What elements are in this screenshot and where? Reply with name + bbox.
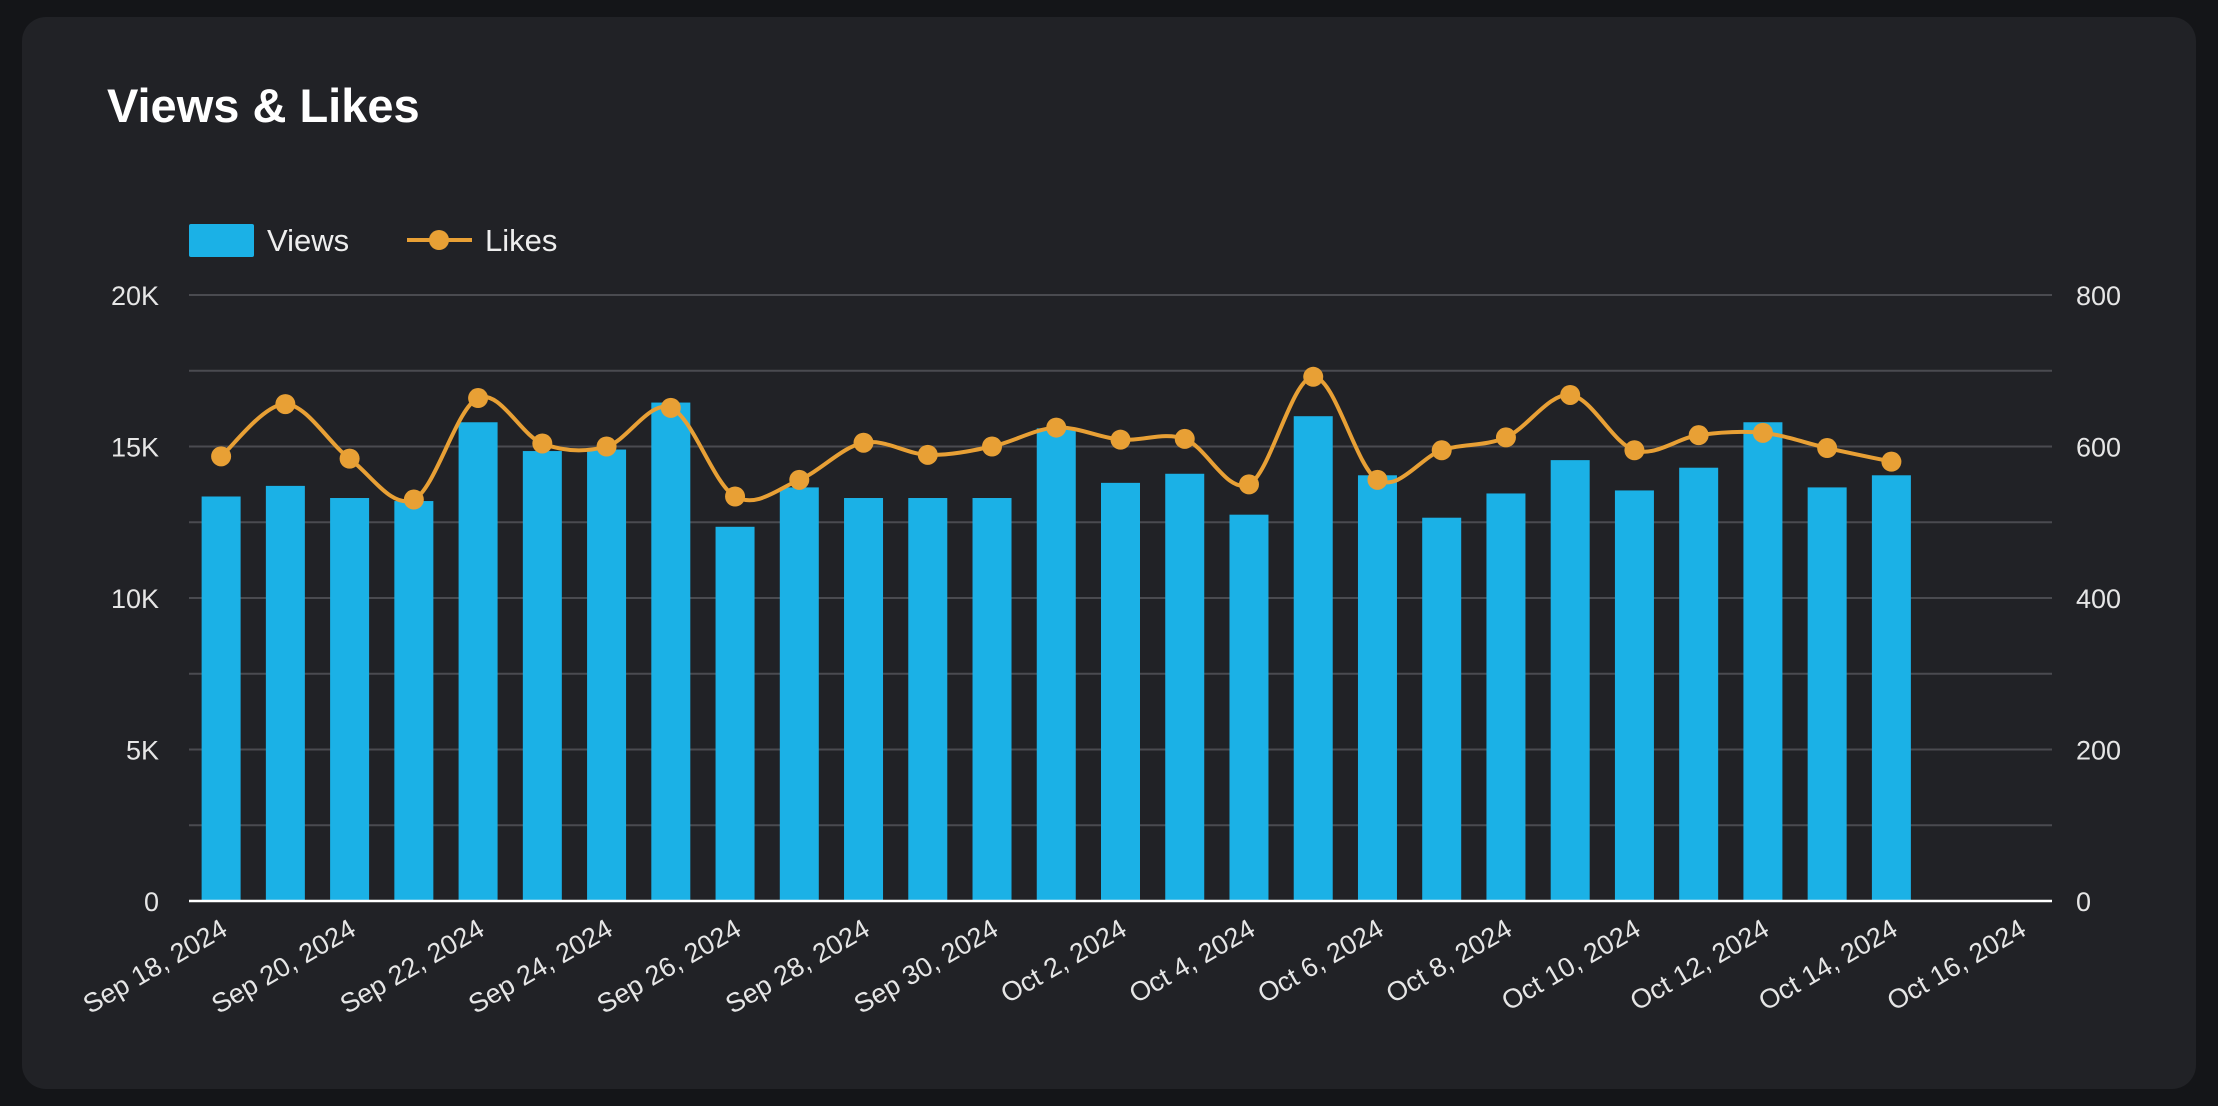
views-bar[interactable] [1357, 475, 1397, 901]
views-bar[interactable] [458, 422, 498, 901]
left-tick-label: 5K [126, 736, 159, 766]
x-tick-label: Oct 16, 2024 [1882, 913, 2031, 1016]
likes-point[interactable] [1367, 469, 1388, 490]
chart-legend[interactable]: Views Likes [189, 223, 557, 258]
views-bar[interactable] [1679, 467, 1719, 901]
x-tick-label: Oct 10, 2024 [1497, 913, 1646, 1016]
left-tick-label: 10K [111, 584, 159, 614]
likes-point[interactable] [1046, 417, 1067, 438]
likes-line [211, 366, 1902, 510]
x-tick-label: Oct 6, 2024 [1253, 913, 1389, 1009]
views-bar[interactable] [1807, 487, 1847, 901]
x-tick-label: Sep 30, 2024 [849, 913, 1003, 1019]
likes-point[interactable] [1495, 427, 1516, 448]
right-tick-label: 0 [2076, 887, 2091, 917]
views-bar[interactable] [779, 487, 819, 901]
likes-point[interactable] [532, 433, 553, 454]
views-bar[interactable] [1422, 517, 1462, 901]
likes-point[interactable] [660, 397, 681, 418]
views-bar[interactable] [1165, 473, 1205, 901]
likes-point[interactable] [1752, 422, 1773, 443]
likes-point[interactable] [853, 432, 874, 453]
views-bar[interactable] [844, 498, 884, 901]
likes-point[interactable] [1303, 366, 1324, 387]
x-tick-label: Oct 2, 2024 [996, 913, 1132, 1009]
views-bar[interactable] [1486, 493, 1526, 901]
likes-point[interactable] [468, 388, 489, 409]
views-bar[interactable] [330, 498, 370, 901]
likes-point[interactable] [1431, 440, 1452, 461]
likes-point[interactable] [1110, 429, 1131, 450]
likes-point[interactable] [1238, 474, 1259, 495]
left-tick-label: 20K [111, 281, 159, 311]
likes-point[interactable] [789, 469, 810, 490]
right-tick-label: 800 [2076, 281, 2121, 311]
legend-likes-marker [429, 230, 449, 250]
legend-likes-label: Likes [485, 223, 557, 258]
views-bars [201, 402, 1911, 901]
views-bar[interactable] [908, 498, 948, 901]
views-bar[interactable] [394, 501, 434, 901]
likes-point[interactable] [275, 394, 296, 415]
likes-point[interactable] [1624, 440, 1645, 461]
likes-point[interactable] [1881, 451, 1902, 472]
views-bar[interactable] [522, 451, 562, 901]
x-tick-label: Sep 24, 2024 [463, 913, 617, 1019]
views-bar[interactable] [587, 449, 627, 901]
views-bar[interactable] [201, 496, 241, 901]
x-tick-label: Sep 18, 2024 [78, 913, 232, 1019]
likes-point[interactable] [211, 446, 232, 467]
chart-title: Views & Likes [107, 79, 420, 132]
views-bar[interactable] [1293, 416, 1333, 901]
x-tick-label: Sep 28, 2024 [720, 913, 874, 1019]
right-tick-label: 200 [2076, 736, 2121, 766]
views-bar[interactable] [1229, 514, 1269, 901]
x-tick-label: Oct 8, 2024 [1381, 913, 1517, 1009]
likes-point[interactable] [339, 448, 360, 469]
views-bar[interactable] [1614, 490, 1654, 901]
views-bar[interactable] [1036, 428, 1076, 901]
right-axis-ticks: 0 200 400 600 800 [2076, 281, 2121, 917]
likes-point[interactable] [403, 489, 424, 510]
likes-point[interactable] [1560, 384, 1581, 405]
left-tick-label: 15K [111, 433, 159, 463]
x-tick-label: Sep 22, 2024 [335, 913, 489, 1019]
right-tick-label: 600 [2076, 433, 2121, 463]
views-bar[interactable] [972, 498, 1012, 901]
likes-point[interactable] [1688, 425, 1709, 446]
likes-point[interactable] [1174, 428, 1195, 449]
legend-views-label: Views [267, 223, 349, 258]
views-bar[interactable] [1101, 482, 1140, 901]
likes-point[interactable] [982, 436, 1003, 457]
left-axis-ticks: 0 5K 10K 15K 20K [111, 281, 159, 917]
right-tick-label: 400 [2076, 584, 2121, 614]
x-tick-label: Oct 12, 2024 [1625, 913, 1774, 1016]
likes-point[interactable] [917, 444, 938, 465]
views-bar[interactable] [651, 402, 691, 901]
views-bar[interactable] [1743, 422, 1783, 901]
x-tick-label: Sep 20, 2024 [206, 913, 360, 1019]
legend-views-swatch [189, 224, 254, 257]
views-bar[interactable] [715, 526, 755, 901]
views-bar[interactable] [265, 485, 305, 901]
x-tick-label: Sep 26, 2024 [592, 913, 746, 1019]
likes-point[interactable] [725, 486, 746, 507]
x-tick-label: Oct 14, 2024 [1754, 913, 1903, 1016]
x-tick-label: Oct 4, 2024 [1124, 913, 1260, 1009]
views-bar[interactable] [1550, 460, 1590, 901]
likes-point[interactable] [596, 436, 617, 457]
views-bar[interactable] [1871, 475, 1911, 901]
left-tick-label: 0 [144, 887, 159, 917]
likes-point[interactable] [1817, 438, 1838, 459]
